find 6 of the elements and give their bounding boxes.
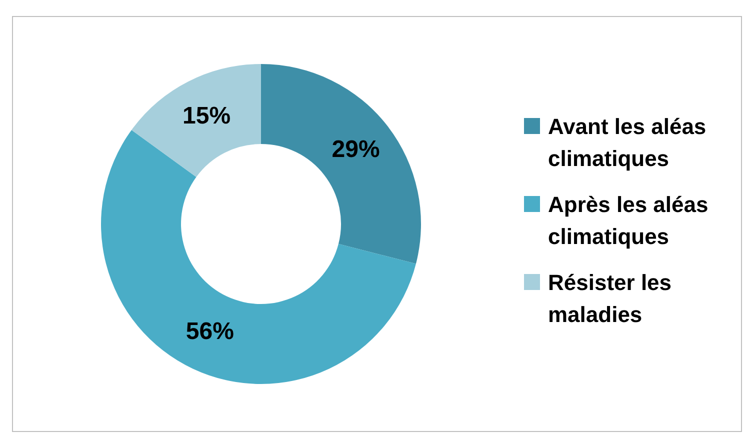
legend-label: Avant les aléas climatiques xyxy=(548,113,708,173)
data-label: 56% xyxy=(186,318,234,346)
data-label: 29% xyxy=(332,136,380,164)
legend-label: Résister les maladies xyxy=(548,269,673,329)
data-label: 15% xyxy=(182,102,231,130)
legend-label: Après les aléas climatiques xyxy=(548,191,710,251)
